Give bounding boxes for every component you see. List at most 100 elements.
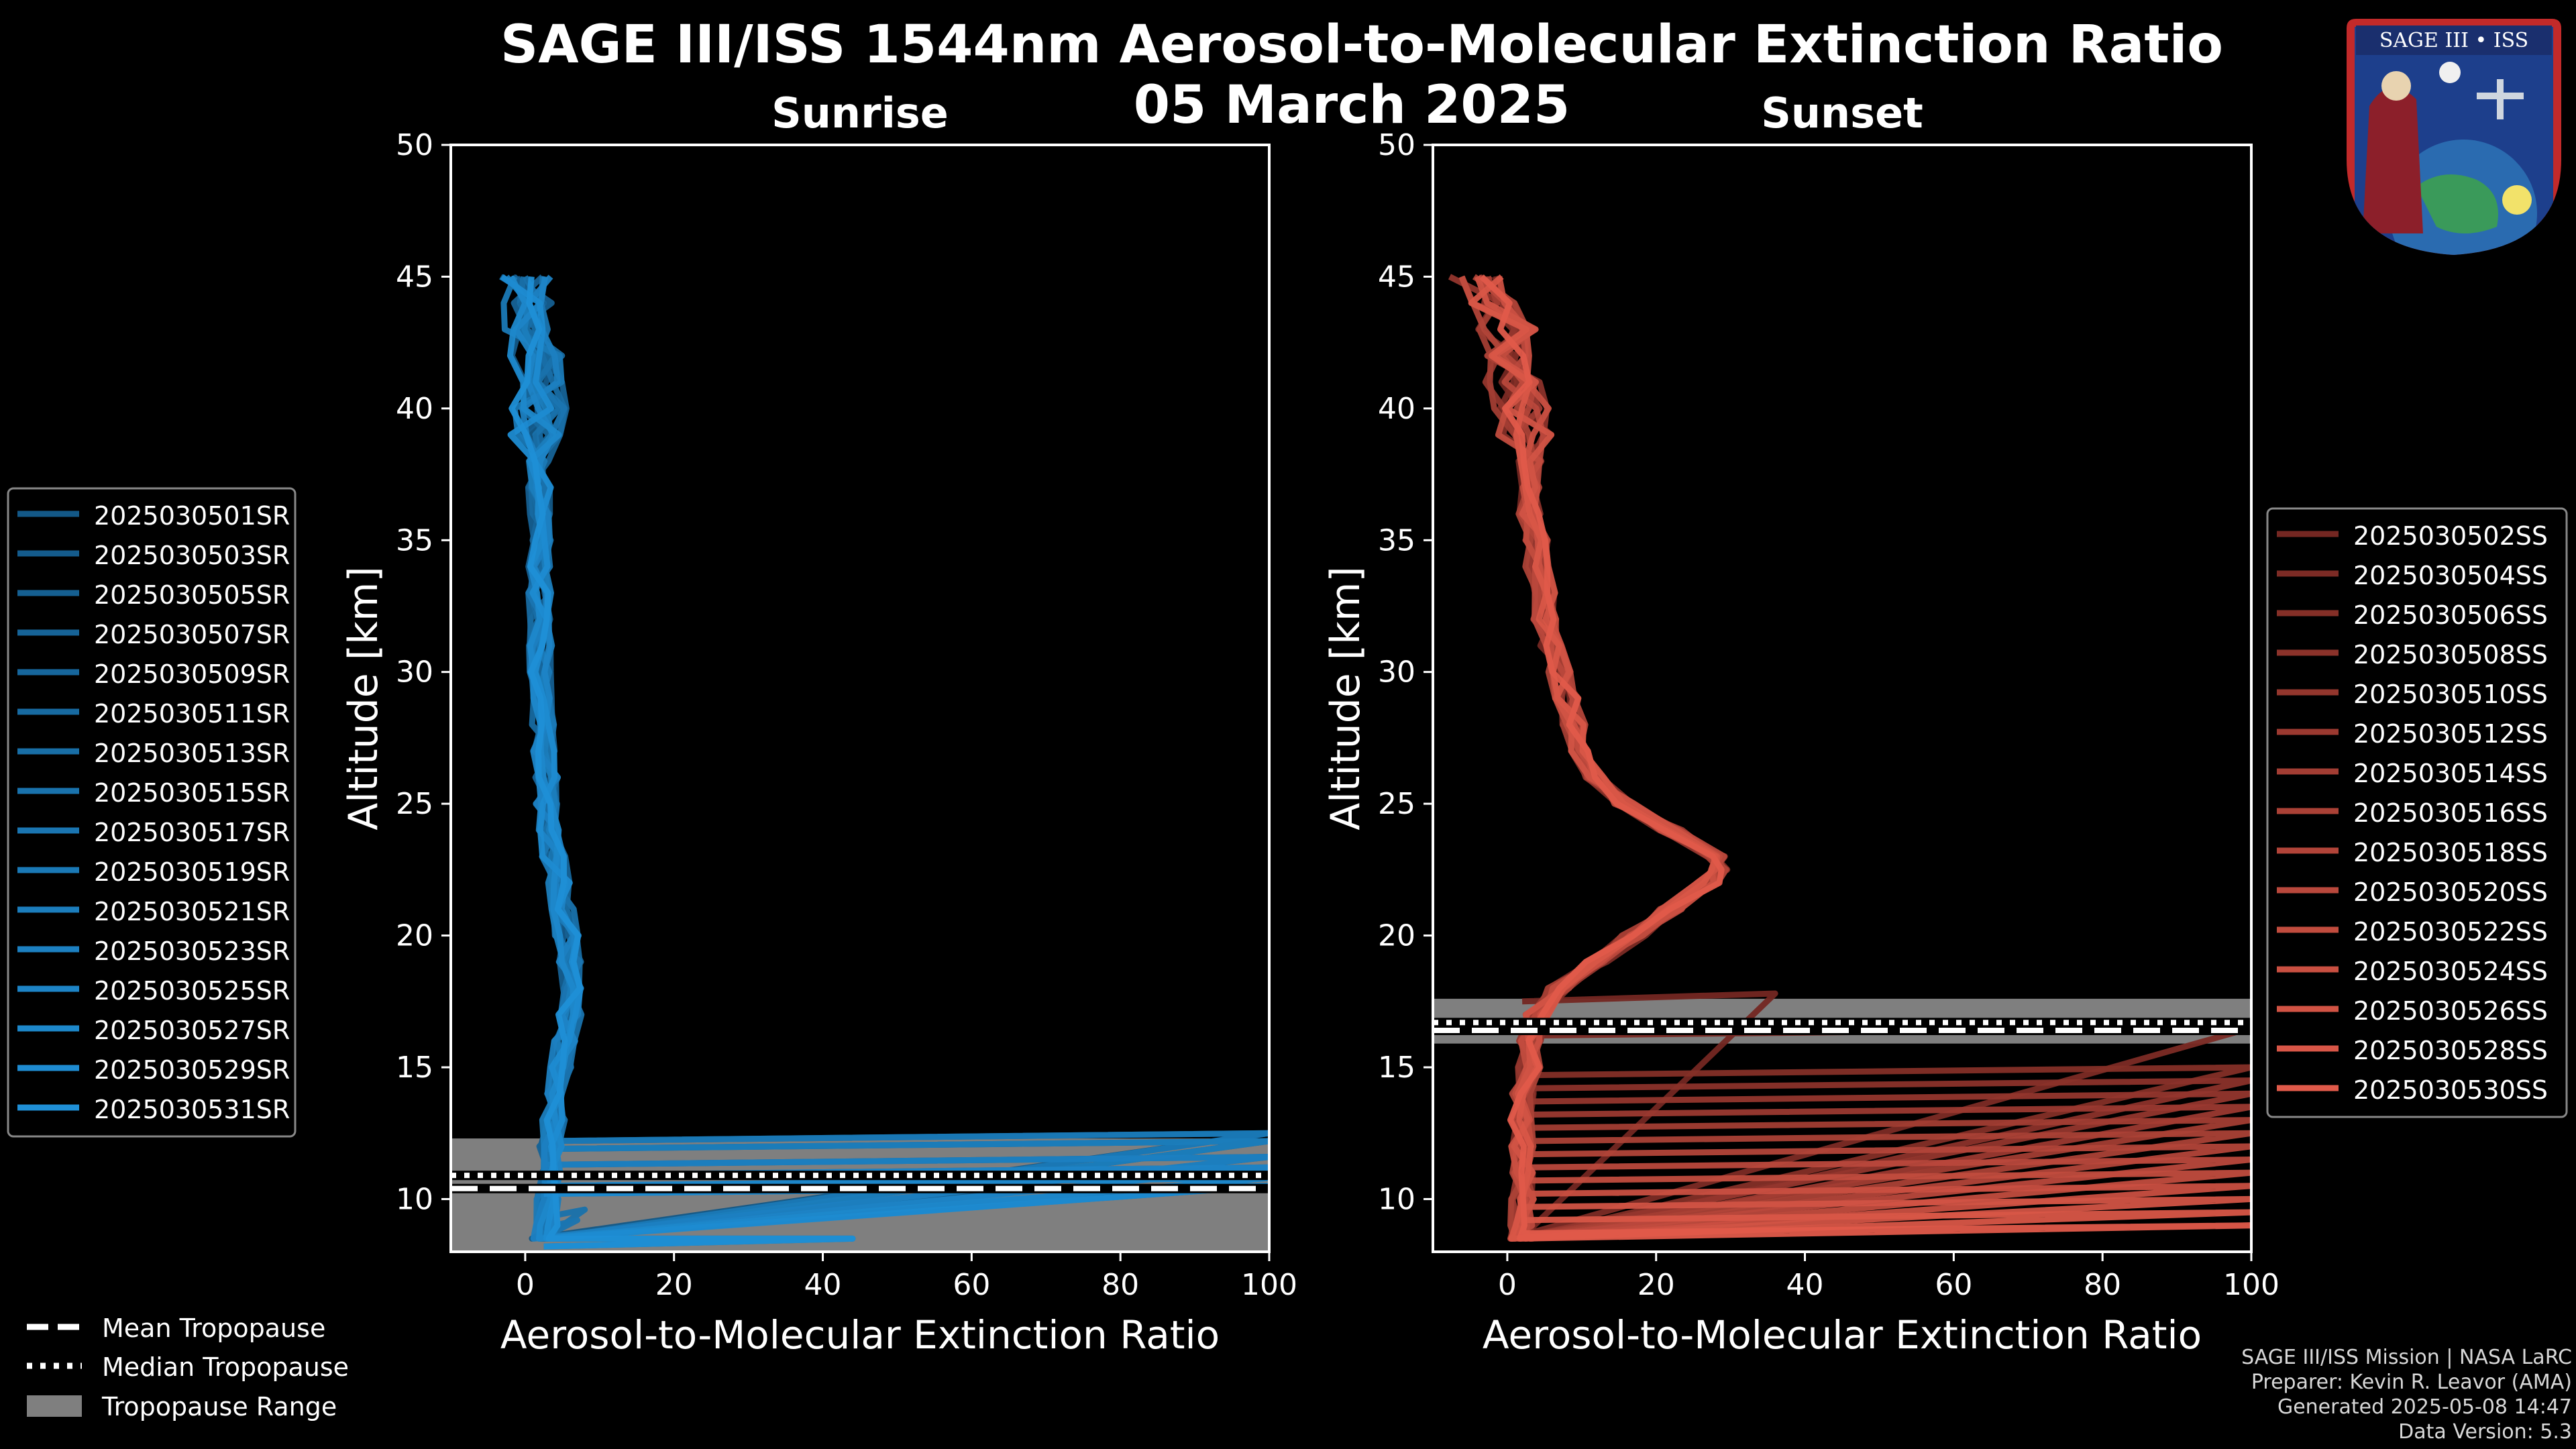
legend-range-swatch: [27, 1395, 82, 1417]
legend-label: 2025030521SR: [94, 897, 290, 926]
panel-title: Sunset: [1761, 89, 1923, 138]
axes-frame: [449, 144, 1271, 1253]
profile-line-2025030511SR: [519, 276, 1269, 1242]
panel-title: Sunrise: [771, 89, 949, 138]
x-tick-label: 20: [1638, 1268, 1675, 1302]
legend-label: 2025030522SS: [2353, 917, 2548, 947]
y-tick-label: 40: [396, 392, 433, 426]
profile-line-2025030529SR: [500, 274, 1269, 1242]
y-tick-label: 30: [396, 655, 433, 690]
legend-label: 2025030519SR: [94, 857, 290, 887]
badge-text: SAGE III • ISS: [2379, 29, 2528, 52]
profile-line-2025030528SS: [1468, 274, 2251, 1242]
profile-line-2025030503SR: [512, 274, 1269, 1242]
x-tick-label: 40: [804, 1268, 842, 1302]
sage-iss-mission-badge: SAGE III • ISS: [2347, 19, 2561, 255]
legend-label: 2025030520SS: [2353, 877, 2548, 907]
footer-generated: Generated 2025-05-08 14:47: [2277, 1395, 2572, 1419]
legend-label: 2025030518SS: [2353, 838, 2548, 867]
legend-label: 2025030502SS: [2353, 521, 2548, 551]
x-tick-label: 0: [516, 1268, 535, 1302]
legend-label: 2025030503SR: [94, 541, 290, 570]
y-tick-label: 35: [396, 523, 433, 557]
legend-label: 2025030528SS: [2353, 1036, 2548, 1065]
y-tick-label: 45: [396, 260, 433, 294]
profile-line-2025030505SR: [511, 274, 1269, 1242]
y-tick-label: 50: [1378, 128, 1415, 162]
y-tick-label: 10: [1378, 1182, 1415, 1216]
x-tick-label: 100: [1241, 1268, 1297, 1302]
profile-line-2025030530SS: [1479, 274, 2251, 1242]
y-tick-label: 10: [396, 1182, 433, 1216]
legend-label: 2025030511SR: [94, 699, 290, 729]
legend-mean-label: Mean Tropopause: [102, 1313, 325, 1343]
legend-label: 2025030504SS: [2353, 561, 2548, 590]
legend-label: 2025030524SS: [2353, 957, 2548, 986]
profile-line-2025030527SR: [506, 275, 1269, 1242]
figure-title: SAGE III/ISS 1544nm Aerosol-to-Molecular…: [500, 15, 2223, 75]
legend-range-label: Tropopause Range: [101, 1392, 337, 1421]
y-axis-label: Altitude [km]: [1322, 566, 1369, 830]
legend-label: 2025030516SS: [2353, 798, 2548, 828]
legend-label: 2025030530SS: [2353, 1075, 2548, 1105]
y-tick-label: 20: [1378, 919, 1415, 953]
legend-label: 2025030501SR: [94, 501, 290, 531]
y-tick-label: 30: [1378, 655, 1415, 690]
x-tick-label: 20: [655, 1268, 693, 1302]
legend-label: 2025030527SR: [94, 1016, 290, 1045]
x-tick-label: 80: [1102, 1268, 1139, 1302]
axes-frame: [1432, 144, 2253, 1253]
footer-mission: SAGE III/ISS Mission | NASA LaRC: [2241, 1346, 2572, 1369]
y-tick-label: 50: [396, 128, 433, 162]
profile-line-2025030525SR: [513, 276, 1269, 1242]
legend-label: 2025030513SR: [94, 739, 290, 768]
x-tick-label: 80: [2084, 1268, 2121, 1302]
profile-line-2025030507SR: [511, 274, 1269, 1242]
legend-label: 2025030507SR: [94, 620, 290, 649]
legend-label: 2025030508SS: [2353, 640, 2548, 669]
x-tick-label: 0: [1498, 1268, 1517, 1302]
footer-credits: SAGE III/ISS Mission | NASA LaRC Prepare…: [2241, 1345, 2572, 1444]
panel-sunset: [1424, 144, 2568, 1261]
legend-box-sunset: [2266, 507, 2568, 1118]
profile-line-2025030519SR: [500, 275, 1269, 1242]
x-tick-label: 60: [1935, 1268, 1972, 1302]
legend-box-sunrise: [7, 487, 297, 1138]
legend-label: 2025030531SR: [94, 1095, 290, 1124]
y-tick-label: 25: [396, 787, 433, 821]
figure-date: 05 March 2025: [1133, 75, 1570, 136]
y-tick-label: 35: [1378, 523, 1415, 557]
legend-label: 2025030510SS: [2353, 680, 2548, 709]
x-tick-label: 100: [2223, 1268, 2279, 1302]
y-tick-label: 15: [1378, 1051, 1415, 1085]
profile-line-2025030531SR: [508, 276, 856, 1250]
legend-label: 2025030515SR: [94, 778, 290, 808]
panel-sunrise: [7, 144, 1271, 1261]
footer-version: Data Version: 5.3: [2398, 1420, 2572, 1444]
profile-line-2025030521SR: [504, 274, 1269, 1242]
profile-line-2025030513SR: [517, 276, 856, 1250]
legend-label: 2025030512SS: [2353, 719, 2548, 749]
x-tick-label: 60: [953, 1268, 990, 1302]
legend-label: 2025030506SS: [2353, 600, 2548, 630]
footer-preparer: Preparer: Kevin R. Leavor (AMA): [2251, 1371, 2572, 1394]
profile-line-2025030510SS: [1448, 274, 2251, 1242]
x-axis-label: Aerosol-to-Molecular Extinction Ratio: [500, 1312, 1220, 1358]
x-tick-label: 40: [1786, 1268, 1824, 1302]
legend-label: 2025030505SR: [94, 580, 290, 610]
profile-line-2025030501SR: [508, 276, 1269, 1242]
legend-label: 2025030523SR: [94, 936, 290, 966]
y-tick-label: 20: [396, 919, 433, 953]
legend-label: 2025030517SR: [94, 818, 290, 847]
x-axis-label: Aerosol-to-Molecular Extinction Ratio: [1483, 1312, 2202, 1358]
legend-label: 2025030529SR: [94, 1055, 290, 1085]
legend-median-label: Median Tropopause: [102, 1352, 349, 1382]
profile-line-2025030523SR: [519, 274, 1269, 1242]
legend-label: 2025030514SS: [2353, 759, 2548, 788]
y-tick-label: 25: [1378, 787, 1415, 821]
y-axis-label: Altitude [km]: [340, 566, 387, 830]
legend-label: 2025030526SS: [2353, 996, 2548, 1026]
legend-label: 2025030525SR: [94, 976, 290, 1006]
y-tick-label: 40: [1378, 392, 1415, 426]
